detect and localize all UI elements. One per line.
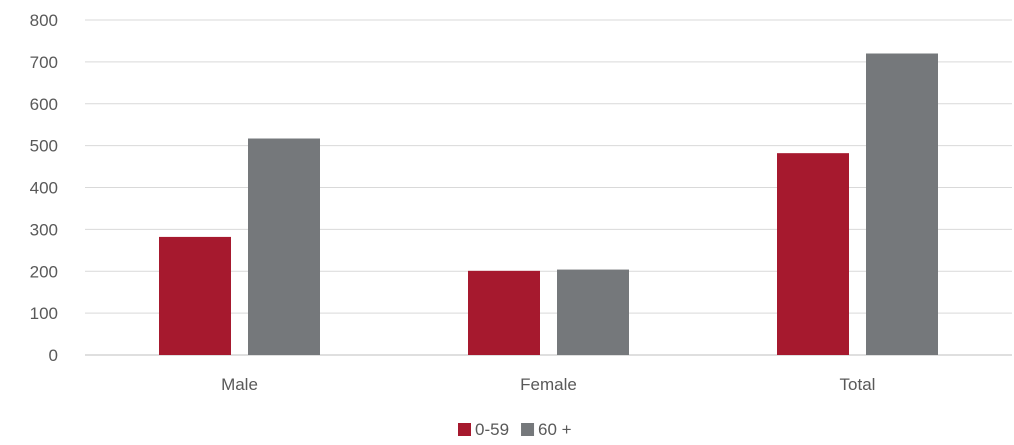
y-tick-label: 200: [30, 262, 58, 281]
x-category-label: Total: [840, 375, 876, 394]
gridlines: [85, 19, 1012, 356]
y-tick-label: 0: [49, 346, 58, 365]
legend-label-series-1: 0-59: [475, 420, 509, 439]
x-axis-category-labels: Male Female Total: [221, 375, 875, 394]
legend-label-series-2: 60 +: [538, 420, 572, 439]
y-axis-tick-labels: 0 100 200 300 400 500 600 700 800: [30, 11, 58, 365]
bars: [159, 53, 938, 355]
legend: 0-59 60 +: [458, 420, 572, 439]
y-tick-label: 300: [30, 220, 58, 239]
y-tick-label: 400: [30, 179, 58, 198]
bar-total-series-1: [777, 153, 849, 355]
legend-swatch-series-1: [458, 423, 471, 436]
bar-male-series-2: [248, 138, 320, 355]
y-tick-label: 100: [30, 304, 58, 323]
y-tick-label: 500: [30, 137, 58, 156]
y-tick-label: 800: [30, 11, 58, 30]
y-tick-label: 600: [30, 95, 58, 114]
bar-male-series-1: [159, 236, 231, 355]
y-tick-label: 700: [30, 53, 58, 72]
bar-female-series-2: [557, 269, 629, 355]
bar-total-series-2: [866, 53, 938, 355]
x-category-label: Male: [221, 375, 258, 394]
bar-female-series-1: [468, 270, 540, 355]
x-category-label: Female: [520, 375, 577, 394]
legend-swatch-series-2: [521, 423, 535, 436]
